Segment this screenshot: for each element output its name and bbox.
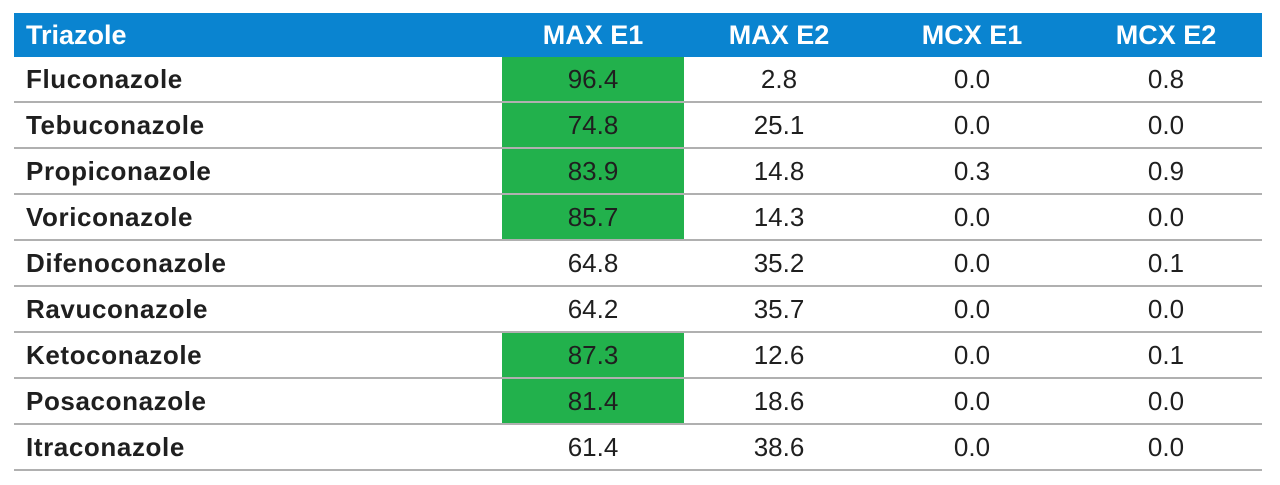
triazole-table-container: Triazole MAX E1 MAX E2 MCX E1 MCX E2 Flu… xyxy=(14,13,1262,471)
triazole-recovery-table: Triazole MAX E1 MAX E2 MCX E1 MCX E2 Flu… xyxy=(14,13,1262,471)
triazole-name: Ketoconazole xyxy=(14,332,502,379)
triazole-name: Ravuconazole xyxy=(14,286,502,333)
max-e2-value: 14.8 xyxy=(684,148,874,195)
header-mcx-e1: MCX E1 xyxy=(874,13,1070,57)
table-row: Voriconazole 85.7 14.3 0.0 0.0 xyxy=(14,194,1262,241)
table-row: Propiconazole 83.9 14.8 0.3 0.9 xyxy=(14,148,1262,195)
mcx-e1-value: 0.0 xyxy=(874,332,1070,379)
max-e1-value: 64.2 xyxy=(502,286,684,333)
max-e1-value: 81.4 xyxy=(502,378,684,425)
mcx-e1-value: 0.0 xyxy=(874,286,1070,333)
mcx-e1-value: 0.0 xyxy=(874,240,1070,287)
mcx-e2-value: 0.0 xyxy=(1070,102,1262,149)
table-header: Triazole MAX E1 MAX E2 MCX E1 MCX E2 xyxy=(14,13,1262,57)
table-row: Difenoconazole 64.8 35.2 0.0 0.1 xyxy=(14,240,1262,287)
max-e2-value: 38.6 xyxy=(684,424,874,471)
max-e1-value: 85.7 xyxy=(502,194,684,241)
mcx-e2-value: 0.0 xyxy=(1070,286,1262,333)
table-body: Fluconazole 96.4 2.8 0.0 0.8 Tebuconazol… xyxy=(14,57,1262,471)
mcx-e2-value: 0.8 xyxy=(1070,57,1262,103)
max-e2-value: 35.7 xyxy=(684,286,874,333)
mcx-e2-value: 0.1 xyxy=(1070,240,1262,287)
max-e2-value: 18.6 xyxy=(684,378,874,425)
mcx-e2-value: 0.0 xyxy=(1070,194,1262,241)
header-max-e2: MAX E2 xyxy=(684,13,874,57)
table-row: Posaconazole 81.4 18.6 0.0 0.0 xyxy=(14,378,1262,425)
max-e2-value: 12.6 xyxy=(684,332,874,379)
max-e1-value: 61.4 xyxy=(502,424,684,471)
triazole-name: Voriconazole xyxy=(14,194,502,241)
triazole-name: Fluconazole xyxy=(14,57,502,103)
table-row: Ketoconazole 87.3 12.6 0.0 0.1 xyxy=(14,332,1262,379)
max-e1-value: 74.8 xyxy=(502,102,684,149)
mcx-e1-value: 0.0 xyxy=(874,424,1070,471)
max-e1-value: 96.4 xyxy=(502,57,684,103)
mcx-e1-value: 0.0 xyxy=(874,102,1070,149)
max-e1-value: 87.3 xyxy=(502,332,684,379)
table-row: Tebuconazole 74.8 25.1 0.0 0.0 xyxy=(14,102,1262,149)
header-triazole: Triazole xyxy=(14,13,502,57)
max-e2-value: 2.8 xyxy=(684,57,874,103)
mcx-e1-value: 0.3 xyxy=(874,148,1070,195)
max-e2-value: 35.2 xyxy=(684,240,874,287)
header-mcx-e2: MCX E2 xyxy=(1070,13,1262,57)
table-row: Itraconazole 61.4 38.6 0.0 0.0 xyxy=(14,424,1262,471)
max-e1-value: 64.8 xyxy=(502,240,684,287)
header-row: Triazole MAX E1 MAX E2 MCX E1 MCX E2 xyxy=(14,13,1262,57)
max-e2-value: 25.1 xyxy=(684,102,874,149)
mcx-e1-value: 0.0 xyxy=(874,378,1070,425)
mcx-e2-value: 0.0 xyxy=(1070,424,1262,471)
header-max-e1: MAX E1 xyxy=(502,13,684,57)
mcx-e2-value: 0.1 xyxy=(1070,332,1262,379)
triazole-name: Propiconazole xyxy=(14,148,502,195)
table-row: Ravuconazole 64.2 35.7 0.0 0.0 xyxy=(14,286,1262,333)
mcx-e1-value: 0.0 xyxy=(874,194,1070,241)
triazole-name: Tebuconazole xyxy=(14,102,502,149)
triazole-name: Itraconazole xyxy=(14,424,502,471)
mcx-e2-value: 0.0 xyxy=(1070,378,1262,425)
mcx-e2-value: 0.9 xyxy=(1070,148,1262,195)
triazole-name: Difenoconazole xyxy=(14,240,502,287)
mcx-e1-value: 0.0 xyxy=(874,57,1070,103)
max-e1-value: 83.9 xyxy=(502,148,684,195)
triazole-name: Posaconazole xyxy=(14,378,502,425)
max-e2-value: 14.3 xyxy=(684,194,874,241)
table-row: Fluconazole 96.4 2.8 0.0 0.8 xyxy=(14,57,1262,103)
